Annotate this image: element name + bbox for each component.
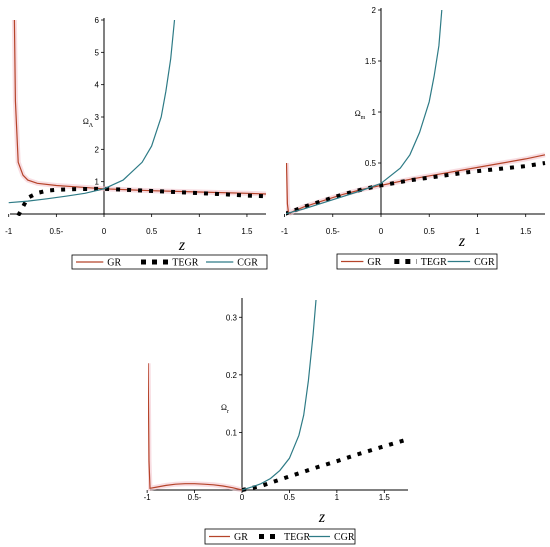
y-axis-label-subscript: Λ [89, 123, 94, 129]
y-tick-label: 2 [95, 145, 100, 154]
legend-box [71, 254, 268, 270]
y-tick-label: 0.2 [226, 371, 238, 380]
series-gr-line [13, 19, 267, 195]
y-tick-label: 0.5 [365, 159, 377, 168]
x-tick-label: 0.5 [424, 227, 436, 236]
chart-3: -1 0.5- 0 0.5 1 1.5 0.1 0.2 0.3 z Ωr GR TEGR CGR [144, 298, 409, 545]
y-axis-label: Ωr [221, 403, 229, 415]
legend: GR TEGR CGR [71, 254, 268, 270]
legend-label-cgr: CGR [237, 258, 258, 269]
x-tick-label: -1 [5, 227, 13, 236]
series-gr-halo [11, 19, 267, 197]
x-tick-label: 0 [379, 227, 384, 236]
y-tick-label: 1 [95, 178, 100, 187]
series-gr-halo [286, 152, 546, 216]
y-axis-label: ΩΛ [83, 117, 94, 129]
legend: GR TEGR CGR [204, 528, 356, 545]
y-axis-label-subscript: r [227, 409, 229, 415]
y-tick-label: 1.5 [365, 57, 377, 66]
legend-label-tegr: TEGR [421, 257, 447, 268]
x-tick-label: 1.5 [520, 227, 532, 236]
y-tick-label: 2 [372, 6, 377, 15]
y-tick-label: 4 [95, 81, 100, 90]
legend: GR TEGR CGR [336, 253, 498, 270]
x-tick-label: 0 [240, 493, 245, 502]
y-tick-label: 1 [372, 108, 377, 117]
x-tick-label: 1.5 [379, 493, 391, 502]
series-group [286, 9, 546, 216]
x-tick-label: 0.5 [146, 227, 158, 236]
y-axis-label-subscript: m [361, 115, 366, 121]
chart-1: -1 0.5- 0 0.5 1 1.5 1 2 3 4 5 6 z ΩΛ GR TEGR CGR [5, 16, 268, 270]
y-tick-label: 0.3 [226, 313, 238, 322]
series-cgr-line [286, 9, 443, 215]
series-cgr-line [8, 19, 176, 204]
series-tegr-line [286, 161, 546, 216]
legend-label-cgr: CGR [474, 257, 495, 268]
y-tick-label: 6 [95, 16, 100, 25]
x-tick-label: 0.5 [284, 493, 296, 502]
legend-box [204, 528, 356, 545]
legend-label-tegr: TEGR [284, 532, 310, 543]
series-cgr-line [241, 299, 317, 491]
legend-label-tegr: TEGR [172, 258, 198, 269]
x-tick-label: 0.5- [49, 227, 63, 236]
x-tick-label: 1.5 [241, 227, 253, 236]
series-tegr-line [241, 437, 409, 492]
x-tick-label: 1 [335, 493, 340, 502]
x-tick-label: 0.5- [188, 493, 202, 502]
x-tick-label: -1 [144, 493, 152, 502]
legend-label-gr: GR [107, 258, 121, 269]
x-tick-label: 0 [102, 227, 107, 236]
series-tegr-line [16, 186, 267, 216]
legend-label-gr: GR [234, 532, 248, 543]
series-group [8, 19, 267, 216]
y-tick-label: 5 [95, 48, 100, 57]
x-axis-label: z [318, 509, 326, 526]
legend-label-cgr: CGR [334, 532, 355, 543]
x-tick-label: 0.5- [326, 227, 340, 236]
series-group [148, 299, 409, 492]
x-axis-label: z [458, 233, 466, 250]
x-axis-label: z [178, 237, 186, 254]
x-tick-label: 1 [475, 227, 480, 236]
x-tick-label: 1 [197, 227, 202, 236]
chart-2: -1 0.5- 0 0.5 1 1.5 0.5 1 1.5 2 z Ωm GR TEGR CGR [281, 6, 546, 270]
legend-box [336, 253, 498, 270]
series-gr-line [148, 363, 243, 491]
x-tick-label: -1 [281, 227, 289, 236]
y-tick-label: 3 [95, 113, 100, 122]
series-gr-halo [148, 363, 243, 492]
y-axis-label: Ωm [355, 109, 366, 121]
legend-label-gr: GR [367, 257, 381, 268]
y-tick-label: 0.1 [226, 428, 238, 437]
